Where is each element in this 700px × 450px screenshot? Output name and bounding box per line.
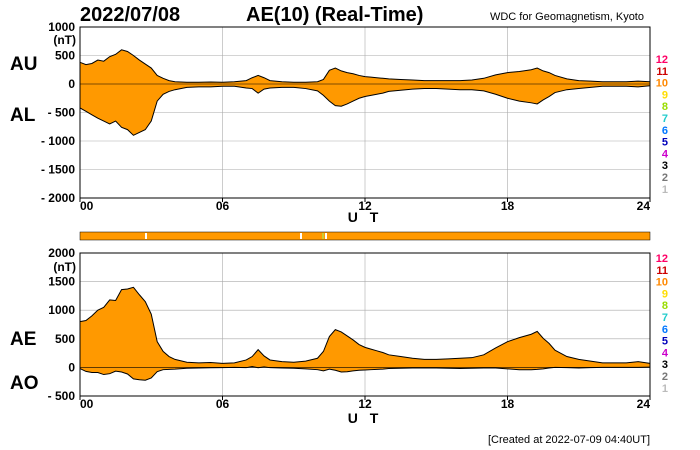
bottom-x-axis-title: U T [348,410,383,426]
x-tick-label: 12 [358,199,372,213]
top-plot-frame [79,26,651,199]
legend-item: 4 [662,148,669,160]
legend-item: 6 [662,324,668,336]
x-tick-label: 06 [216,397,230,411]
y-tick-label: 1000 [48,20,75,34]
legend-item: 10 [656,277,668,289]
legend-item: 3 [662,160,668,172]
y-tick-label: 1000 [48,303,75,317]
legend-item: 9 [662,288,668,300]
series-line-au [79,49,651,83]
y-tick-label: - 500 [48,389,76,403]
top-x-axis-title: U T [348,209,383,225]
filled-band [80,287,650,381]
status-bar [79,231,651,241]
y-tick-label: - 1000 [41,134,75,148]
al-label: AL [10,105,36,126]
bottom-unit-label: (nT) [53,260,76,274]
y-tick-label: 500 [55,332,75,346]
legend-item: 8 [662,101,668,113]
legend-item: 3 [662,359,668,371]
filled-band [80,49,650,136]
x-tick-label: 18 [501,397,515,411]
legend-item: 8 [662,300,668,312]
org-label: WDC for Geomagnetism, Kyoto [490,11,644,23]
legend-item: 6 [662,125,668,137]
x-tick-label: 00 [80,397,94,411]
x-tick-label: 24 [637,397,651,411]
y-tick-label: 1500 [48,275,75,289]
legend-item: 1 [662,184,668,196]
y-tick-label: - 1500 [41,163,75,177]
bottom-plot-frame [79,252,651,397]
ae-label: AE [10,329,36,350]
legend-item: 1 [662,383,668,395]
x-tick-label: 00 [80,199,94,213]
legend-item: 5 [662,336,668,348]
ao-label: AO [10,373,39,394]
legend-item: 5 [662,137,668,149]
y-tick-label: 500 [55,49,75,63]
au-label: AU [10,54,37,75]
series-line-ae [79,286,651,364]
legend-item: 12 [656,253,668,265]
series-line-ao [79,366,651,381]
status-mark [325,233,327,239]
legend-item: 9 [662,89,668,101]
legend-item: 10 [656,78,668,90]
created-footer: [Created at 2022-07-09 04:40UT] [488,434,650,446]
x-tick-label: 18 [501,199,515,213]
legend-item: 7 [662,113,668,125]
y-tick-label: 0 [68,77,75,91]
status-mark [145,233,147,239]
legend-item: 11 [656,265,668,277]
y-tick-label: - 2000 [41,191,75,205]
top-unit-label: (nT) [53,33,76,47]
y-tick-label: - 500 [48,106,76,120]
y-tick-label: 0 [68,360,75,374]
legend-item: 2 [662,371,668,383]
series-line-al [79,85,651,136]
x-tick-label: 06 [216,199,230,213]
legend-item: 11 [656,66,668,78]
legend-item: 7 [662,312,668,324]
legend-item: 12 [656,54,668,66]
au-al-panel: AU AL (nT) U T 1000 500 0 - 500 - 1000 - 1500… [10,20,651,225]
index-title: AE(10) (Real-Time) [246,4,423,26]
x-tick-label: 12 [358,397,372,411]
ae-ao-panel: AE AO (nT) U T 2000 1500 1000 500 0 - 500 00 06… [10,246,651,426]
legend-item: 4 [662,347,669,359]
status-mark [300,233,302,239]
y-tick-label: 2000 [48,246,75,260]
status-mark [322,233,324,239]
date-title: 2022/07/08 [80,4,180,26]
x-tick-label: 24 [637,199,651,213]
legend-item: 2 [662,172,668,184]
